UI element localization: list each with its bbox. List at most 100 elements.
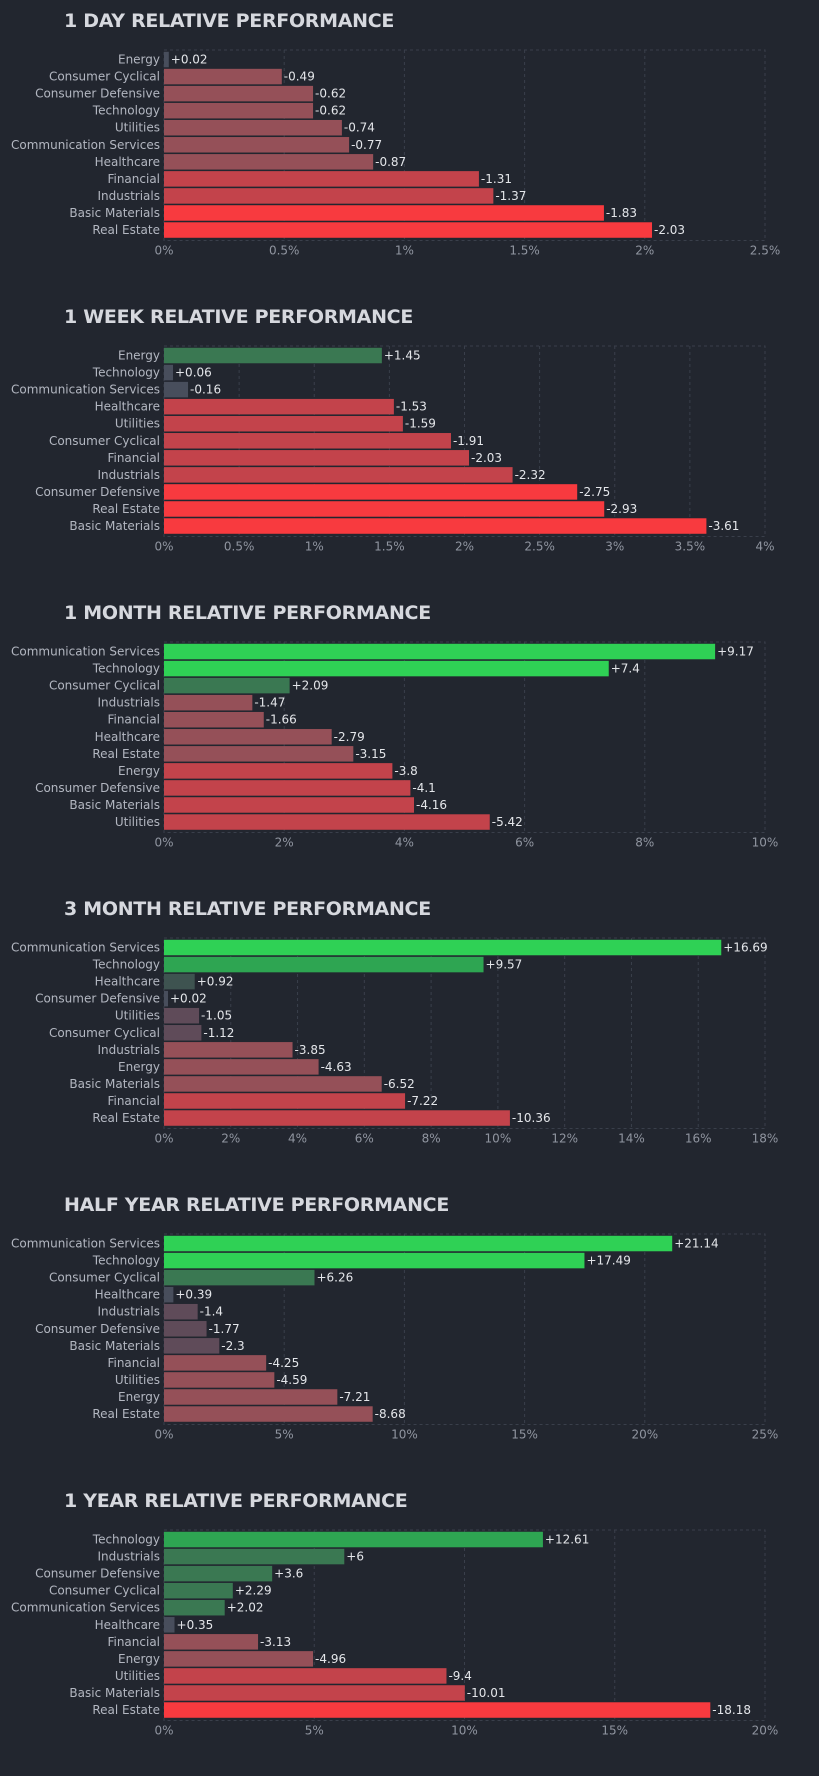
value-label: +7.4 xyxy=(611,662,640,676)
bar xyxy=(164,677,290,694)
category-label: Real Estate xyxy=(92,223,160,237)
x-tick-label: 2% xyxy=(455,540,474,554)
category-label: Consumer Defensive xyxy=(35,781,160,795)
value-label: +2.02 xyxy=(227,1601,264,1615)
category-label: Technology xyxy=(92,662,160,676)
value-label: -3.13 xyxy=(260,1635,291,1649)
value-label: -1.53 xyxy=(396,400,427,414)
value-label: -3.15 xyxy=(355,747,386,761)
category-label: Consumer Defensive xyxy=(35,485,160,499)
x-tick-label: 4% xyxy=(755,540,774,554)
bar xyxy=(164,1389,338,1405)
category-label: Communication Services xyxy=(11,383,160,397)
x-tick-label: 15% xyxy=(511,1428,538,1442)
category-label: Utilities xyxy=(115,121,160,135)
category-label: Basic Materials xyxy=(69,1686,160,1700)
value-label: -4.25 xyxy=(268,1356,299,1370)
chart-title: 3 MONTH RELATIVE PERFORMANCE xyxy=(64,898,431,920)
value-label: +12.61 xyxy=(545,1533,589,1547)
value-label: +9.57 xyxy=(486,958,523,972)
bar xyxy=(164,729,332,745)
category-label: Industrials xyxy=(97,1550,160,1564)
value-label: -2.3 xyxy=(221,1339,244,1353)
value-label: +0.02 xyxy=(171,53,208,67)
category-label: Basic Materials xyxy=(69,1077,160,1091)
value-label: -2.75 xyxy=(579,485,610,499)
category-label: Basic Materials xyxy=(69,1339,160,1353)
bar xyxy=(164,939,722,956)
x-tick-label: 8% xyxy=(635,836,654,850)
value-label: -0.77 xyxy=(351,138,382,152)
bar xyxy=(164,518,707,534)
value-label: -10.36 xyxy=(512,1111,551,1125)
bar xyxy=(164,102,314,119)
x-tick-label: 16% xyxy=(685,1132,712,1146)
category-label: Consumer Cyclical xyxy=(49,70,160,84)
value-label: +21.14 xyxy=(674,1237,718,1251)
category-label: Utilities xyxy=(115,1009,160,1023)
category-label: Industrials xyxy=(97,1043,160,1057)
bar xyxy=(164,119,342,136)
x-tick-label: 2% xyxy=(275,836,294,850)
category-label: Basic Materials xyxy=(69,798,160,812)
bar xyxy=(164,763,393,779)
value-label: +17.49 xyxy=(586,1254,630,1268)
value-label: -2.03 xyxy=(471,451,502,465)
plot-frame xyxy=(163,49,766,242)
value-label: -4.16 xyxy=(416,798,447,812)
category-label: Consumer Cyclical xyxy=(49,679,160,693)
category-label: Consumer Cyclical xyxy=(49,434,160,448)
x-tick-label: 4% xyxy=(395,836,414,850)
category-label: Basic Materials xyxy=(69,206,160,220)
bar xyxy=(164,398,394,415)
category-label: Financial xyxy=(107,1094,160,1108)
bar xyxy=(164,1235,673,1252)
value-label: -0.62 xyxy=(315,104,346,118)
bar xyxy=(164,85,314,102)
value-label: +1.45 xyxy=(384,349,421,363)
category-label: Technology xyxy=(92,958,160,972)
chart-title: 1 MONTH RELATIVE PERFORMANCE xyxy=(64,602,431,624)
bar xyxy=(164,222,653,238)
value-label: -3.85 xyxy=(295,1043,326,1057)
bar xyxy=(164,1702,711,1718)
bar xyxy=(164,1338,220,1354)
category-label: Healthcare xyxy=(95,1618,160,1632)
bar xyxy=(164,973,195,990)
x-tick-label: 10% xyxy=(391,1428,418,1442)
x-tick-label: 0.5% xyxy=(269,244,300,258)
value-label: -8.68 xyxy=(375,1407,406,1421)
value-label: +2.09 xyxy=(292,679,329,693)
bar xyxy=(164,1565,273,1582)
bar xyxy=(164,1617,175,1633)
bar xyxy=(164,68,282,85)
value-label: -1.83 xyxy=(606,206,637,220)
x-tick-label: 0% xyxy=(154,1428,173,1442)
bar xyxy=(164,643,716,660)
category-label: Technology xyxy=(92,366,160,380)
chart-title: 1 DAY RELATIVE PERFORMANCE xyxy=(64,10,395,32)
bar xyxy=(164,1321,207,1337)
value-label: -2.79 xyxy=(334,730,365,744)
value-label: +9.17 xyxy=(717,645,754,659)
value-label: +0.39 xyxy=(175,1288,212,1302)
category-label: Financial xyxy=(107,451,160,465)
category-label: Energy xyxy=(118,1652,160,1666)
category-label: Real Estate xyxy=(92,1703,160,1717)
value-label: -3.8 xyxy=(394,764,417,778)
chart-title: HALF YEAR RELATIVE PERFORMANCE xyxy=(64,1194,449,1216)
category-label: Financial xyxy=(107,172,160,186)
category-label: Industrials xyxy=(97,1305,160,1319)
value-label: +2.29 xyxy=(235,1584,272,1598)
bar xyxy=(164,1303,198,1320)
category-label: Consumer Cyclical xyxy=(49,1271,160,1285)
x-tick-label: 0% xyxy=(154,1724,173,1738)
category-label: Real Estate xyxy=(92,1407,160,1421)
bar xyxy=(164,1634,259,1650)
plot-frame xyxy=(163,937,766,1130)
plot-frame xyxy=(163,1233,766,1426)
category-label: Healthcare xyxy=(95,155,160,169)
category-label: Communication Services xyxy=(11,941,160,955)
bar xyxy=(164,1042,293,1058)
x-tick-label: 0% xyxy=(154,836,173,850)
